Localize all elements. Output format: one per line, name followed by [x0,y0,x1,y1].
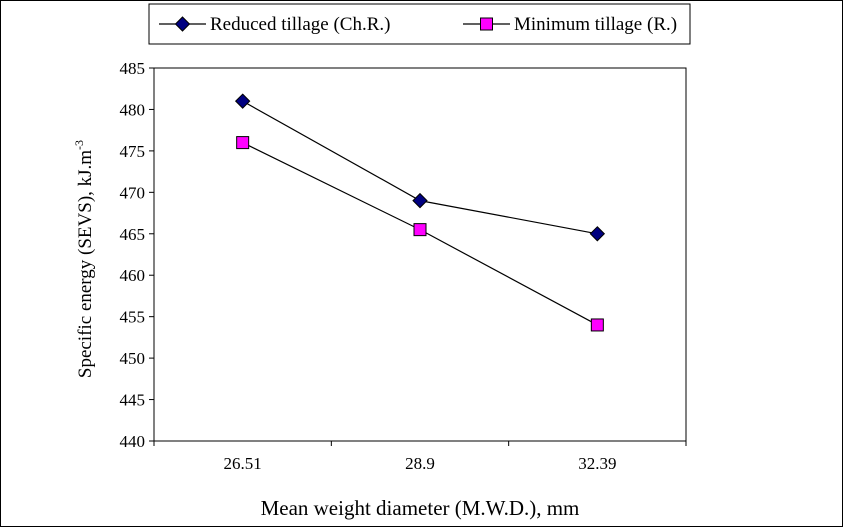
legend-label: Minimum tillage (R.) [514,14,677,35]
y-tick-label: 450 [120,349,146,368]
y-tick-label: 460 [120,266,146,285]
y-tick-label: 475 [120,142,146,161]
y-axis-title-superscript: -3 [72,140,86,150]
legend-label: Reduced tillage (Ch.R.) [210,14,390,35]
y-tick-label: 445 [120,391,146,410]
legend-marker [480,17,493,31]
data-point [234,93,251,109]
y-axis-title-main: Specific energy (SEVS), kJ.m [75,150,96,378]
series-2 [236,136,604,332]
x-tick-label: 26.51 [224,454,262,473]
y-tick-label: 455 [120,308,146,327]
x-tick-label: 32.39 [578,454,616,473]
y-tick-label: 470 [120,183,146,202]
x-tick-label: 28.9 [405,454,435,473]
legend-marker [174,16,191,32]
y-axis-title: Specific energy (SEVS), kJ.m-3 [72,140,96,378]
legend: Reduced tillage (Ch.R.) Minimum tillage (… [148,3,691,45]
y-tick-label: 465 [120,225,146,244]
plot-area [153,67,687,442]
data-point [236,136,250,150]
series-1 [234,93,606,242]
data-point [412,192,428,209]
y-tick-label: 485 [120,59,146,78]
y-tick-label: 440 [120,432,146,451]
data-point [589,226,606,242]
y-tick-label: 480 [120,100,146,119]
data-point [413,223,427,237]
data-point [590,318,604,332]
legend-box [148,3,691,45]
x-axis-title: Mean weight diameter (M.W.D.), mm [261,496,580,520]
